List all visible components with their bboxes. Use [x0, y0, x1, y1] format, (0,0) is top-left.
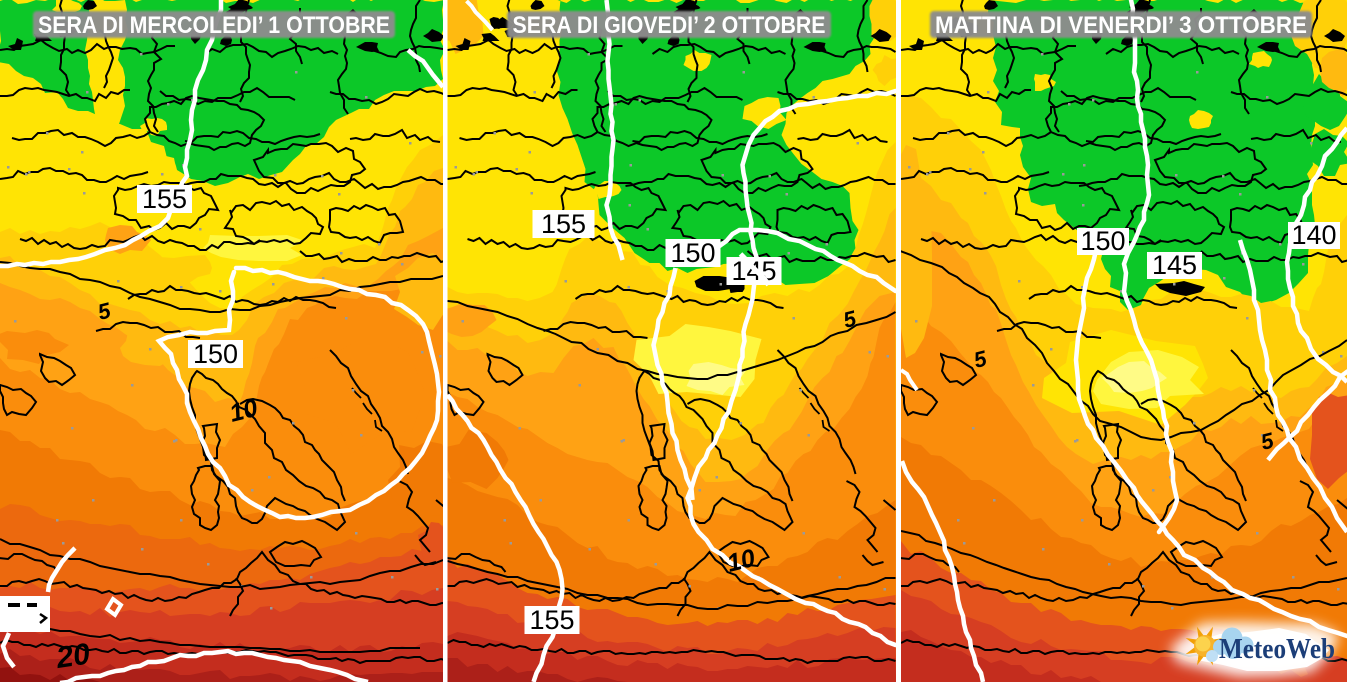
svg-text:MATTINA DI VENERDI’ 3 OTTOBRE: MATTINA DI VENERDI’ 3 OTTOBRE — [935, 12, 1307, 39]
svg-text:150: 150 — [670, 238, 715, 268]
svg-text:155: 155 — [529, 605, 574, 635]
svg-text:SERA DI GIOVEDI’ 2 OTTOBRE: SERA DI GIOVEDI’ 2 OTTOBRE — [513, 12, 826, 39]
svg-text:150: 150 — [193, 339, 238, 369]
svg-text:150: 150 — [1080, 226, 1125, 256]
svg-text:155: 155 — [142, 184, 187, 214]
svg-text:10: 10 — [724, 544, 758, 578]
svg-text:20: 20 — [53, 638, 92, 676]
svg-text:155: 155 — [541, 209, 586, 239]
svg-text:SERA DI MERCOLEDI’ 1 OTTOBRE: SERA DI MERCOLEDI’ 1 OTTOBRE — [38, 12, 390, 39]
svg-text:MeteoWeb: MeteoWeb — [1219, 634, 1335, 665]
svg-text:145: 145 — [1152, 250, 1197, 280]
svg-text:10: 10 — [227, 394, 261, 428]
svg-text:140: 140 — [1291, 220, 1336, 250]
